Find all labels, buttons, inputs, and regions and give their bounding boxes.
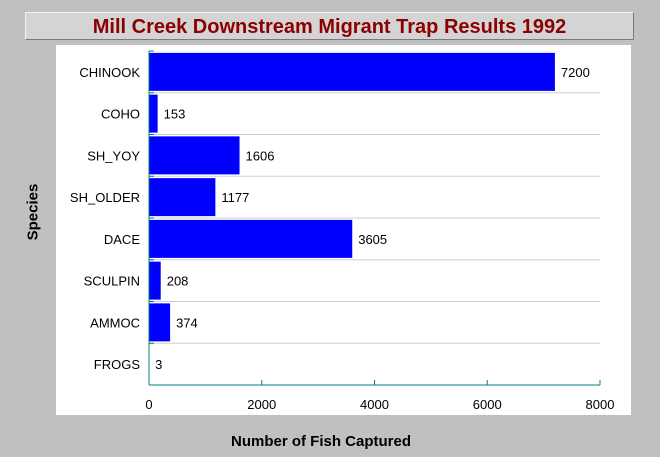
x-tick-label: 8000 bbox=[586, 397, 615, 412]
category-label: DACE bbox=[104, 232, 140, 247]
chart-title: Mill Creek Downstream Migrant Trap Resul… bbox=[92, 16, 567, 38]
category-label: CHINOOK bbox=[79, 65, 140, 80]
category-label: AMMOC bbox=[90, 315, 140, 330]
x-axis-label: Number of Fish Captured bbox=[230, 433, 412, 450]
bar-sculpin bbox=[149, 261, 161, 300]
data-label: 1177 bbox=[221, 190, 249, 205]
data-label: 153 bbox=[164, 107, 186, 122]
data-label: 7200 bbox=[561, 65, 590, 80]
x-tick-label: 6000 bbox=[473, 397, 502, 412]
category-label: FROGS bbox=[94, 357, 141, 372]
x-tick-label: 2000 bbox=[247, 397, 276, 412]
bar-sh_older bbox=[149, 178, 216, 217]
data-label: 3 bbox=[155, 357, 162, 372]
category-label: SCULPIN bbox=[84, 274, 140, 289]
data-label: 3605 bbox=[358, 232, 387, 247]
category-label: COHO bbox=[101, 107, 140, 122]
chart-title-box: Mill Creek Downstream Migrant Trap Resul… bbox=[25, 12, 634, 40]
bar-coho bbox=[149, 94, 158, 133]
category-label: SH_OLDER bbox=[70, 190, 140, 205]
category-label: SH_YOY bbox=[87, 148, 140, 163]
x-tick-label: 4000 bbox=[360, 397, 389, 412]
bar-ammoc bbox=[149, 303, 171, 342]
bar-dace bbox=[149, 219, 353, 258]
x-tick-label: 0 bbox=[145, 397, 152, 412]
data-label: 374 bbox=[176, 315, 198, 330]
bar-chinook bbox=[149, 52, 555, 91]
data-label: 208 bbox=[167, 274, 189, 289]
bar-sh_yoy bbox=[149, 136, 240, 175]
data-label: 1606 bbox=[246, 148, 275, 163]
